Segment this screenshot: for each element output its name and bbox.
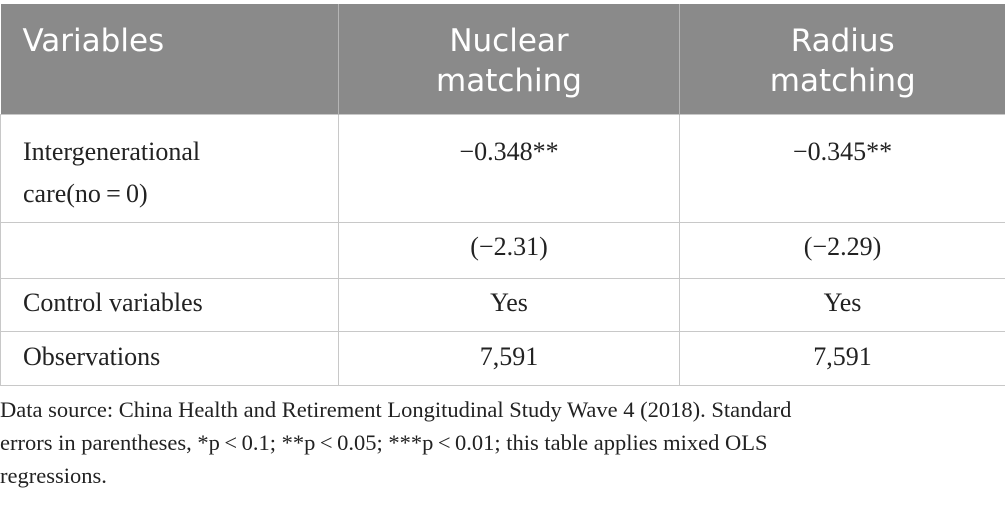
table-row: Control variables Yes Yes [0,277,1005,331]
header-radius-matching: Radius matching [679,4,1005,114]
results-table: Variables Nuclear matching Radius matchi… [0,4,1005,386]
header-nuclear-line1: Nuclear [449,23,569,59]
cell-radius-observations: 7,591 [679,330,1005,386]
cell-radius-tstat: (−2.29) [679,221,1005,278]
footnote-line2: errors in parentheses, *p < 0.1; **p < 0… [0,430,768,455]
results-table-container: Variables Nuclear matching Radius matchi… [0,4,1005,386]
header-radius-line1: Radius [790,23,895,59]
cell-radius-controls: Yes [679,277,1005,331]
footnote-line1: Data source: China Health and Retirement… [0,397,792,422]
row-label-line2: care(no = 0) [23,178,148,208]
header-variables: Variables [0,4,339,114]
row-label-control-variables: Control variables [0,277,339,331]
table-body: Intergenerational care(no = 0) −0.348** … [0,113,1005,386]
table-footnote: Data source: China Health and Retirement… [0,393,990,492]
cell-nuclear-coefficient: −0.348** [338,113,680,222]
table-header: Variables Nuclear matching Radius matchi… [0,4,1005,114]
footnote-line3: regressions. [0,463,107,488]
header-nuclear-matching: Nuclear matching [338,4,680,114]
cell-nuclear-tstat: (−2.31) [338,221,680,278]
row-label-empty [0,221,339,278]
header-row: Variables Nuclear matching Radius matchi… [0,4,1005,114]
cell-nuclear-observations: 7,591 [338,330,680,386]
row-label-line1: Intergenerational [23,136,201,166]
row-label-intergenerational-care: Intergenerational care(no = 0) [0,113,339,222]
table-row: Intergenerational care(no = 0) −0.348** … [0,113,1005,222]
table-row: (−2.31) (−2.29) [0,221,1005,278]
row-label-observations: Observations [0,330,339,386]
table-row: Observations 7,591 7,591 [0,330,1005,386]
cell-radius-coefficient: −0.345** [679,113,1005,222]
header-radius-line2: matching [769,63,916,99]
header-nuclear-line2: matching [436,63,582,99]
cell-nuclear-controls: Yes [338,277,680,331]
